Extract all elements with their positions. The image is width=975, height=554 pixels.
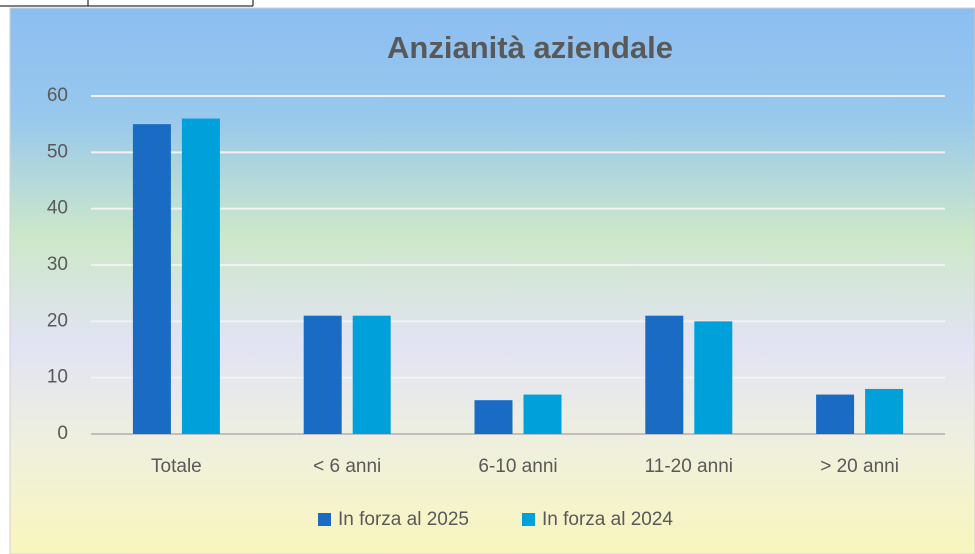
x-tick-label: 11-20 anni: [645, 456, 733, 477]
bar: [181, 118, 220, 435]
y-tick-label: 10: [47, 367, 68, 388]
y-tick-label: 20: [47, 310, 68, 331]
y-tick-label: 30: [47, 254, 68, 275]
bar: [132, 124, 171, 435]
bar: [352, 315, 391, 434]
bar: [523, 394, 562, 434]
x-tick-label: < 6 anni: [313, 456, 381, 477]
bar: [474, 400, 513, 434]
chart-title: Anzianità aziendale: [387, 30, 673, 65]
bar: [645, 315, 684, 434]
legend-label: In forza al 2025: [338, 509, 469, 530]
legend-swatch: [522, 513, 535, 526]
cell-borders: [0, 0, 254, 7]
bar: [694, 321, 733, 434]
bar: [303, 315, 342, 434]
bar: [816, 394, 855, 434]
x-tick-label: > 20 anni: [820, 456, 899, 477]
x-tick-label: 6-10 anni: [478, 456, 557, 477]
y-tick-label: 40: [47, 198, 68, 219]
y-tick-label: 60: [47, 85, 68, 106]
bar: [865, 388, 904, 434]
x-tick-label: Totale: [151, 456, 202, 477]
legend-swatch: [318, 513, 331, 526]
y-tick-label: 0: [57, 423, 68, 444]
legend-label: In forza al 2024: [542, 509, 673, 530]
y-tick-label: 50: [47, 141, 68, 162]
